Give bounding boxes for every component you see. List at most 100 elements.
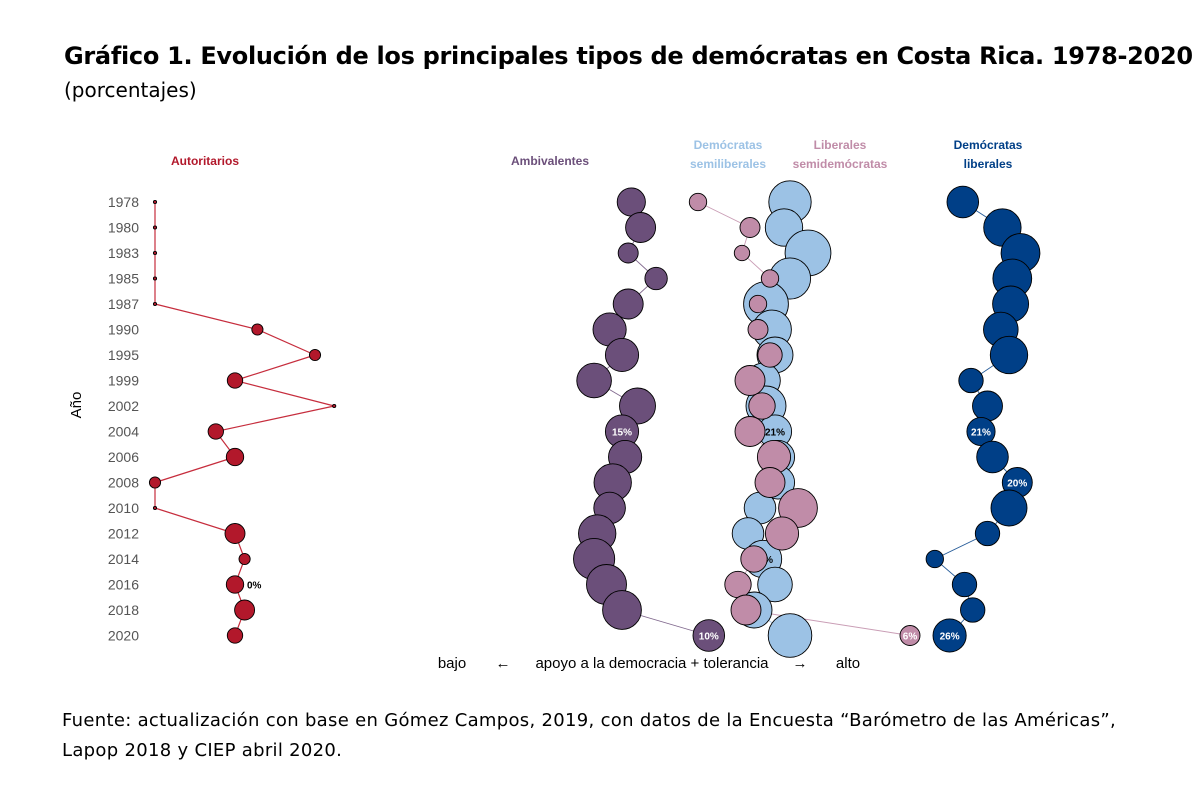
y-tick-label-2006: 2006	[108, 449, 139, 465]
bubble-semiliberales-2020	[767, 613, 813, 658]
data-label-liberales-2004: 21%	[971, 428, 991, 439]
bubble-autoritarios-1990	[251, 323, 264, 336]
x-axis-high-label: alto	[836, 655, 860, 672]
bubble-liberales-2006	[976, 440, 1009, 474]
y-tick-label-2012: 2012	[108, 526, 139, 542]
bubble-semiliberales-2016	[757, 566, 793, 603]
series-label-semiliberales-1: semiliberales	[690, 157, 766, 171]
bubble-semidemocratas-2012	[764, 516, 800, 551]
y-tick-label-2014: 2014	[108, 551, 139, 567]
bubble-semidemocratas-2016	[724, 570, 752, 599]
bubble-autoritarios-2018	[234, 599, 256, 621]
chart-title: Gráfico 1. Evolución de los principales …	[64, 42, 1193, 70]
y-tick-label-2016: 2016	[108, 577, 139, 593]
bubble-autoritarios-1978	[152, 199, 158, 205]
bubble-autoritarios-1983	[152, 250, 158, 256]
y-axis-label: Año	[68, 392, 85, 419]
x-axis-right-arrow: →	[793, 655, 808, 672]
y-tick-label-1987: 1987	[108, 296, 139, 312]
bubble-semidemocratas-1999	[734, 365, 766, 396]
bubble-ambivalentes-2002	[619, 387, 656, 425]
bubble-liberales-1978	[946, 185, 980, 219]
bubble-autoritarios-2008	[148, 476, 162, 489]
y-tick-label-1980: 1980	[108, 220, 139, 236]
y-tick-label-1990: 1990	[108, 322, 139, 338]
bubble-liberales-1995	[989, 335, 1029, 375]
bubble-ambivalentes-1980	[625, 212, 657, 243]
bubble-autoritarios-2006	[225, 447, 245, 467]
chart-subtitle: (porcentajes)	[64, 78, 197, 102]
data-label-liberales-2008: 20%	[1007, 479, 1027, 490]
data-label-semiliberales-2004: 21%	[765, 428, 785, 439]
bubble-liberales-2002	[972, 390, 1003, 422]
bubble-ambivalentes-1987	[612, 288, 644, 320]
bubble-liberales-2014	[925, 549, 944, 569]
series-label-semiliberales-0: Demócratas	[694, 138, 763, 152]
bubble-semidemocratas-2002	[748, 392, 776, 420]
y-tick-label-1995: 1995	[108, 347, 139, 363]
bubble-ambivalentes-1983	[617, 242, 639, 264]
bubble-liberales-2018	[960, 597, 986, 623]
data-label-semidemocratas-2020: 6%	[903, 632, 918, 643]
bubble-autoritarios-2020	[226, 627, 244, 644]
y-tick-label-2002: 2002	[108, 398, 139, 414]
bubble-ambivalentes-1995	[604, 337, 640, 373]
data-label-autoritarios-2016: 0%	[247, 581, 262, 592]
x-axis-low-label: bajo	[438, 655, 466, 672]
bubble-liberales-2016	[951, 571, 978, 598]
y-tick-label-2004: 2004	[108, 424, 139, 440]
bubble-autoritarios-2004	[207, 423, 224, 440]
bubble-autoritarios-1987	[152, 301, 158, 307]
bubble-semidemocratas-2014	[740, 545, 768, 573]
y-tick-label-1985: 1985	[108, 271, 139, 287]
y-tick-label-2018: 2018	[108, 602, 139, 618]
bubble-semidemocratas-1985	[760, 269, 780, 288]
bubble-ambivalentes-1999	[576, 362, 612, 399]
bubble-ambivalentes-1985	[644, 266, 668, 291]
bubble-semidemocratas-2018	[730, 594, 762, 626]
series-label-ambivalentes-0: Ambivalentes	[511, 154, 589, 168]
bubble-autoritarios-2014	[238, 552, 251, 566]
bubble-ambivalentes-2020	[692, 619, 726, 652]
bubble-chart: Año 1978 1980 1983 1985 1987 1990 1995 1999 2002 2…	[68, 138, 1041, 672]
data-label-ambivalentes-2020: 10%	[699, 632, 719, 643]
x-axis-left-arrow: ←	[496, 655, 511, 672]
bubble-ambivalentes-2018	[602, 590, 642, 630]
bubble-semidemocratas-2008	[754, 467, 786, 498]
bubble-autoritarios-2010	[152, 505, 158, 511]
data-label-liberales-2020: 26%	[940, 632, 960, 643]
series-label-liberales-0: Demócratas	[954, 138, 1023, 152]
bubble-semidemocratas-2020	[899, 625, 921, 646]
bubble-semidemocratas-1995	[757, 342, 783, 368]
bubble-autoritarios-2012	[224, 523, 246, 544]
y-tick-label-1983: 1983	[108, 245, 139, 261]
bubble-semidemocratas-1983	[733, 244, 751, 262]
bubble-semidemocratas-1987	[748, 294, 768, 314]
series-label-semidemocratas-0: Liberales	[814, 138, 867, 152]
bubble-autoritarios-1995	[308, 348, 322, 362]
source-note: Fuente: actualización con base en Gómez …	[62, 710, 1117, 761]
data-label-ambivalentes-2004: 15%	[612, 428, 632, 439]
bubble-liberales-2010	[990, 489, 1028, 527]
bubble-liberales-2020	[932, 618, 967, 653]
series-label-autoritarios-0: Autoritarios	[171, 154, 239, 168]
bubble-autoritarios-1999	[226, 372, 244, 389]
y-tick-label-1978: 1978	[108, 194, 139, 210]
bubble-autoritarios-2002	[332, 403, 337, 409]
y-tick-label-2010: 2010	[108, 500, 139, 516]
bubble-semidemocratas-1990	[747, 319, 769, 340]
bubble-semidemocratas-2004	[734, 416, 766, 447]
series-label-liberales-1: liberales	[964, 157, 1013, 171]
bubble-semidemocratas-1978	[688, 192, 708, 212]
y-tick-label-1999: 1999	[108, 373, 139, 389]
y-tick-label-2020: 2020	[108, 628, 139, 644]
bubble-semidemocratas-1980	[739, 217, 761, 238]
bubble-ambivalentes-1978	[616, 187, 646, 217]
bubble-autoritarios-2016	[225, 575, 245, 594]
bubble-autoritarios-1985	[152, 276, 158, 281]
y-tick-label-2008: 2008	[108, 475, 139, 491]
series-line-autoritarios	[154, 202, 335, 636]
bubble-liberales-2012	[974, 520, 1001, 547]
x-axis-label: apoyo a la democracia + tolerancia	[535, 655, 769, 672]
series-label-semidemocratas-1: semidemócratas	[793, 157, 888, 171]
